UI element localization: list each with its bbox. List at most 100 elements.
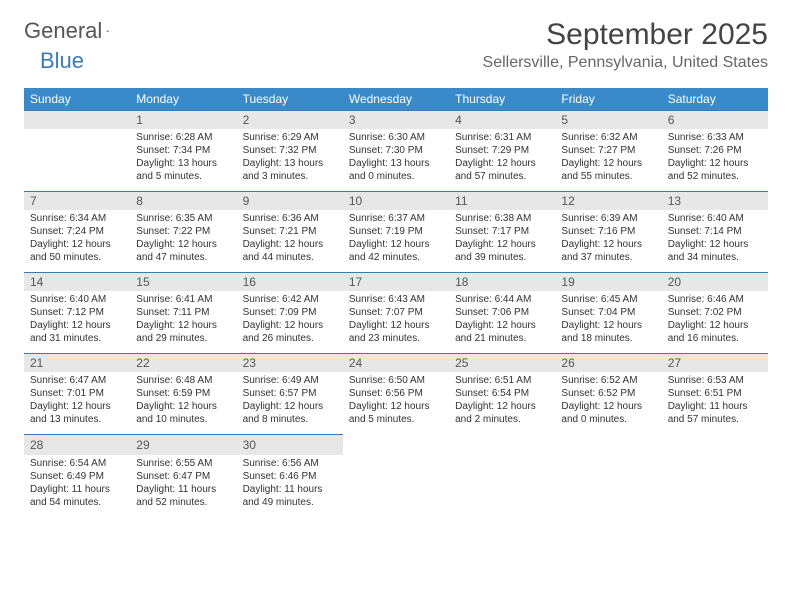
sunrise: Sunrise: 6:47 AM <box>30 374 124 387</box>
sunrise: Sunrise: 6:50 AM <box>349 374 443 387</box>
sunset: Sunset: 7:27 PM <box>561 144 655 157</box>
sunset: Sunset: 7:02 PM <box>668 306 762 319</box>
daylight-1: Daylight: 12 hours <box>561 400 655 413</box>
daylight-2: and 31 minutes. <box>30 332 124 345</box>
daylight-1: Daylight: 12 hours <box>668 319 762 332</box>
daylight-1: Daylight: 12 hours <box>668 238 762 251</box>
daycell-16: Sunrise: 6:42 AMSunset: 7:09 PMDaylight:… <box>237 291 343 354</box>
sunset: Sunset: 7:12 PM <box>30 306 124 319</box>
sunset: Sunset: 7:21 PM <box>243 225 337 238</box>
title-block: September 2025 Sellersville, Pennsylvani… <box>483 18 768 72</box>
daycell-18: Sunrise: 6:44 AMSunset: 7:06 PMDaylight:… <box>449 291 555 354</box>
daycell-21: Sunrise: 6:47 AMSunset: 7:01 PMDaylight:… <box>24 372 130 435</box>
daylight-2: and 50 minutes. <box>30 251 124 264</box>
sunrise: Sunrise: 6:42 AM <box>243 293 337 306</box>
sunrise: Sunrise: 6:33 AM <box>668 131 762 144</box>
daycell-5: Sunrise: 6:32 AMSunset: 7:27 PMDaylight:… <box>555 129 661 192</box>
sunrise: Sunrise: 6:49 AM <box>243 374 337 387</box>
daylight-1: Daylight: 12 hours <box>136 238 230 251</box>
daycell-3: Sunrise: 6:30 AMSunset: 7:30 PMDaylight:… <box>343 129 449 192</box>
daylight-2: and 47 minutes. <box>136 251 230 264</box>
daylight-1: Daylight: 12 hours <box>668 157 762 170</box>
daylight-1: Daylight: 12 hours <box>30 319 124 332</box>
daycell-14: Sunrise: 6:40 AMSunset: 7:12 PMDaylight:… <box>24 291 130 354</box>
empty-daynum <box>662 435 768 455</box>
sunrise: Sunrise: 6:40 AM <box>30 293 124 306</box>
daylight-1: Daylight: 13 hours <box>349 157 443 170</box>
sunset: Sunset: 7:16 PM <box>561 225 655 238</box>
daylight-2: and 54 minutes. <box>30 496 124 509</box>
calendar-table: SundayMondayTuesdayWednesdayThursdayFrid… <box>24 88 768 517</box>
daylight-2: and 57 minutes. <box>455 170 549 183</box>
sunset: Sunset: 6:59 PM <box>136 387 230 400</box>
sunrise: Sunrise: 6:31 AM <box>455 131 549 144</box>
daynum-13: 13 <box>662 192 768 211</box>
sunset: Sunset: 7:17 PM <box>455 225 549 238</box>
sunset: Sunset: 7:14 PM <box>668 225 762 238</box>
daycell-6: Sunrise: 6:33 AMSunset: 7:26 PMDaylight:… <box>662 129 768 192</box>
daynum-30: 30 <box>237 435 343 455</box>
daycell-12: Sunrise: 6:39 AMSunset: 7:16 PMDaylight:… <box>555 210 661 273</box>
sunset: Sunset: 7:04 PM <box>561 306 655 319</box>
daycell-4: Sunrise: 6:31 AMSunset: 7:29 PMDaylight:… <box>449 129 555 192</box>
sunrise: Sunrise: 6:32 AM <box>561 131 655 144</box>
daynum-26: 26 <box>555 354 661 373</box>
daycell-19: Sunrise: 6:45 AMSunset: 7:04 PMDaylight:… <box>555 291 661 354</box>
dow-wednesday: Wednesday <box>343 88 449 111</box>
daylight-1: Daylight: 12 hours <box>243 238 337 251</box>
sunset: Sunset: 6:57 PM <box>243 387 337 400</box>
sunrise: Sunrise: 6:48 AM <box>136 374 230 387</box>
sunrise: Sunrise: 6:56 AM <box>243 457 337 470</box>
daynum-3: 3 <box>343 111 449 130</box>
daylight-1: Daylight: 11 hours <box>30 483 124 496</box>
daylight-1: Daylight: 12 hours <box>561 238 655 251</box>
dow-sunday: Sunday <box>24 88 130 111</box>
daycell-10: Sunrise: 6:37 AMSunset: 7:19 PMDaylight:… <box>343 210 449 273</box>
sunset: Sunset: 7:26 PM <box>668 144 762 157</box>
sunrise: Sunrise: 6:39 AM <box>561 212 655 225</box>
daylight-2: and 49 minutes. <box>243 496 337 509</box>
sunset: Sunset: 6:54 PM <box>455 387 549 400</box>
daylight-1: Daylight: 12 hours <box>455 319 549 332</box>
daylight-1: Daylight: 13 hours <box>243 157 337 170</box>
daynum-4: 4 <box>449 111 555 130</box>
daycell-15: Sunrise: 6:41 AMSunset: 7:11 PMDaylight:… <box>130 291 236 354</box>
daycell-13: Sunrise: 6:40 AMSunset: 7:14 PMDaylight:… <box>662 210 768 273</box>
sunset: Sunset: 6:51 PM <box>668 387 762 400</box>
daylight-2: and 21 minutes. <box>455 332 549 345</box>
empty-daynum <box>449 435 555 455</box>
daylight-2: and 0 minutes. <box>561 413 655 426</box>
sunrise: Sunrise: 6:29 AM <box>243 131 337 144</box>
sunrise: Sunrise: 6:34 AM <box>30 212 124 225</box>
daynum-29: 29 <box>130 435 236 455</box>
daycell-23: Sunrise: 6:49 AMSunset: 6:57 PMDaylight:… <box>237 372 343 435</box>
daylight-2: and 37 minutes. <box>561 251 655 264</box>
empty-daycell <box>343 455 449 517</box>
daylight-2: and 39 minutes. <box>455 251 549 264</box>
logo-triangle-icon <box>106 24 109 38</box>
daylight-1: Daylight: 12 hours <box>561 319 655 332</box>
daynum-28: 28 <box>24 435 130 455</box>
daylight-2: and 26 minutes. <box>243 332 337 345</box>
daylight-2: and 0 minutes. <box>349 170 443 183</box>
daylight-2: and 5 minutes. <box>349 413 443 426</box>
empty-daycell <box>24 129 130 192</box>
daylight-2: and 42 minutes. <box>349 251 443 264</box>
daycell-24: Sunrise: 6:50 AMSunset: 6:56 PMDaylight:… <box>343 372 449 435</box>
daylight-2: and 5 minutes. <box>136 170 230 183</box>
month-title: September 2025 <box>483 18 768 52</box>
sunset: Sunset: 7:29 PM <box>455 144 549 157</box>
sunset: Sunset: 7:32 PM <box>243 144 337 157</box>
daynum-19: 19 <box>555 273 661 292</box>
daylight-1: Daylight: 12 hours <box>455 400 549 413</box>
daycell-27: Sunrise: 6:53 AMSunset: 6:51 PMDaylight:… <box>662 372 768 435</box>
daynum-22: 22 <box>130 354 236 373</box>
daylight-1: Daylight: 11 hours <box>243 483 337 496</box>
logo: General <box>24 18 128 44</box>
sunset: Sunset: 6:47 PM <box>136 470 230 483</box>
location: Sellersville, Pennsylvania, United State… <box>483 54 768 72</box>
daycell-11: Sunrise: 6:38 AMSunset: 7:17 PMDaylight:… <box>449 210 555 273</box>
daylight-2: and 16 minutes. <box>668 332 762 345</box>
daylight-2: and 57 minutes. <box>668 413 762 426</box>
sunset: Sunset: 7:34 PM <box>136 144 230 157</box>
